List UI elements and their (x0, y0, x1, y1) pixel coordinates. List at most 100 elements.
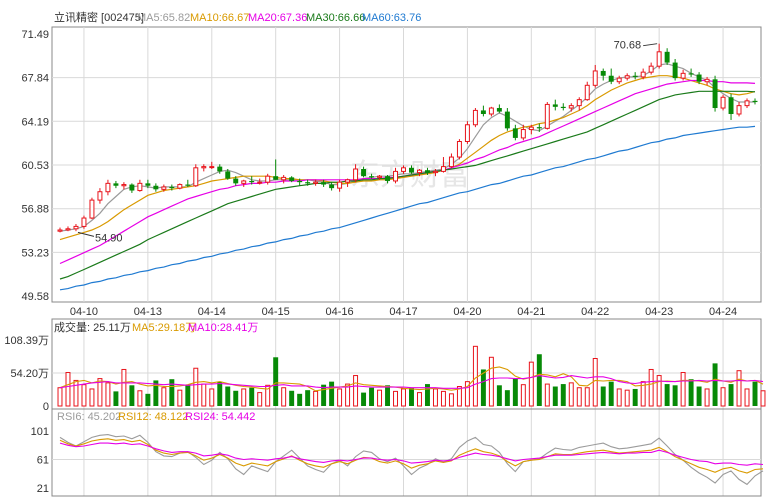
volume-bar-up (265, 384, 271, 407)
candle-body-down (632, 75, 638, 77)
candle-body-up (137, 182, 143, 192)
date-x-tick: 04-14 (198, 306, 226, 318)
candle (353, 164, 359, 183)
volume-bar-up (393, 390, 398, 407)
volume-y-tick: 54.20万 (10, 368, 49, 380)
candle (73, 224, 79, 232)
candle (193, 164, 199, 187)
ma-line-ma60 (59, 125, 756, 291)
candle (201, 164, 207, 172)
candle (512, 124, 518, 141)
candle (696, 72, 702, 85)
candle (305, 179, 311, 186)
date-x-tick: 04-21 (517, 306, 545, 318)
candle-body-up (257, 181, 263, 184)
date-x-tick: 04-17 (389, 306, 417, 318)
candle (600, 68, 606, 81)
candle-body-down (217, 166, 223, 172)
date-x-tick: 04-10 (70, 306, 98, 318)
volume-legend-2: MA10:28.41万 (188, 322, 258, 334)
volume-bar-down (385, 385, 391, 406)
volume-bar-up (105, 382, 111, 407)
date-x-tick: 04-24 (709, 306, 737, 318)
candle-body-up (281, 176, 287, 181)
volume-ma-line-ma10 (59, 375, 764, 389)
rsi-line-rsi24 (59, 442, 764, 466)
volume-bar-up (337, 388, 343, 407)
candle-body-up (744, 100, 750, 107)
candle-body-up (81, 217, 87, 227)
candle (369, 173, 375, 179)
candle-body-up (401, 167, 406, 172)
volume-bar-up (257, 392, 263, 407)
candle-body-up (345, 179, 351, 183)
candle (265, 173, 271, 185)
volume-bar-up (448, 393, 454, 407)
ma-legend-1: MA10:66.67 (190, 12, 249, 24)
candle-body-down (361, 169, 367, 177)
candle-body-up (488, 107, 494, 115)
candle (97, 188, 103, 204)
rsi-legend-rsi6: RSI6: 45.202 (57, 411, 121, 423)
candle-body-up (520, 129, 526, 139)
stock-name-code: 立讯精密 [002475] (54, 10, 144, 24)
candle-body-down (289, 177, 295, 181)
candle (648, 62, 654, 75)
candle (504, 108, 510, 131)
candle-body-down (728, 97, 734, 114)
candle-body-up (393, 170, 398, 182)
candle-body-down (752, 100, 758, 103)
volume-y-tick: 0 (43, 401, 49, 413)
volume-bar-up (89, 388, 95, 407)
candle-body-up (89, 199, 95, 219)
volume-bar-down (504, 390, 510, 406)
candle-body-down (688, 73, 694, 75)
volume-bar-up (488, 356, 494, 407)
volume-bar-up (592, 358, 598, 407)
rsi-legend-rsi24: RSI24: 54.442 (185, 411, 255, 423)
rsi-y-tick: 21 (37, 483, 49, 495)
candle (656, 43, 662, 69)
candle (688, 68, 694, 77)
candle-body-down (113, 183, 119, 186)
candle-body-up (97, 191, 103, 201)
candle-body-down (305, 182, 311, 184)
volume-bar-down (361, 392, 367, 406)
volume-bar-up (568, 382, 574, 407)
volume-bar-down (129, 385, 135, 406)
price-y-tick: 64.19 (21, 116, 49, 128)
volume-bar-down (536, 354, 542, 406)
date-x-tick: 04-13 (134, 306, 162, 318)
candle-body-up (472, 109, 478, 126)
candle-body-up (417, 169, 422, 174)
candle (177, 183, 183, 190)
volume-bar-up (440, 390, 446, 407)
volume-bar-up (680, 372, 686, 407)
candle (169, 184, 175, 191)
volume-bar-up (520, 384, 526, 407)
candle (393, 167, 398, 184)
volume-bar-up (760, 390, 766, 407)
candle-body-down (480, 110, 486, 114)
candle-body-down (225, 171, 231, 179)
candle-body-up (73, 225, 79, 230)
candle (496, 104, 502, 113)
candle (417, 169, 422, 177)
candle-body-up (193, 167, 199, 187)
date-x-tick: 04-22 (581, 306, 609, 318)
candle-body-up (528, 126, 534, 131)
volume-bar-up (281, 387, 287, 407)
volume-legend-0: 成交量: 25.11万 (54, 320, 131, 334)
candle (608, 68, 614, 85)
price-panel: 东方财富 71.4967.8464.1960.5356.8853.2349.58… (21, 26, 762, 496)
volume-bar-down (169, 379, 175, 406)
candle (129, 183, 135, 193)
volume-bar-down (321, 384, 327, 406)
volume-bar-up (353, 375, 359, 407)
volume-bar-down (712, 363, 718, 406)
candle-body-down (369, 176, 375, 178)
candle-body-up (648, 65, 654, 73)
volume-bar-down (185, 384, 191, 406)
candle-body-up (209, 166, 215, 169)
candle-body-down (560, 106, 566, 109)
